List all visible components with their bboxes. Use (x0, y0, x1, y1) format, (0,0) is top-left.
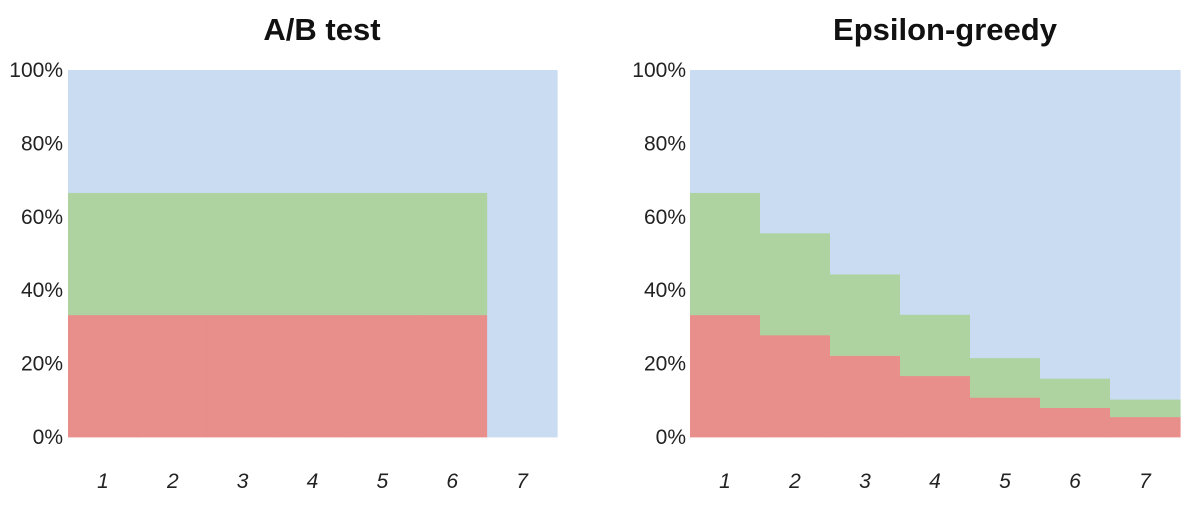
segment-series1-col3 (830, 355, 901, 438)
y-axis: 0% 20% 40% 60% 80% 100% (632, 59, 686, 449)
segment-series1-col2 (137, 314, 209, 438)
plot-area (690, 70, 1181, 438)
segment-series3-col1 (68, 70, 139, 193)
segment-series1-col1 (68, 314, 139, 438)
segment-series3-col1 (690, 70, 761, 193)
x-tick-label: 2 (788, 470, 801, 493)
x-tick-label: 7 (516, 470, 529, 493)
segment-series3-col6 (417, 70, 488, 193)
y-tick-label: 100% (632, 59, 686, 82)
y-tick-label: 80% (644, 132, 686, 155)
segment-series2-col5 (970, 357, 1041, 398)
segment-series2-col4 (900, 314, 971, 377)
segment-series3-col4 (900, 70, 971, 315)
segment-series2-col3 (830, 274, 901, 356)
segment-series2-col4 (277, 192, 349, 316)
segment-series3-col3 (207, 70, 279, 193)
segment-series1-col5 (970, 397, 1041, 438)
segment-series2-col2 (760, 232, 831, 336)
segment-series1-col6 (417, 314, 488, 438)
epsilon-greedy-chart: Epsilon-greedy 0% 20% 40% 60% 80% 100% 1 2 3 4 5 6… (600, 0, 1200, 508)
segment-series3-col5 (970, 70, 1041, 359)
y-tick-label: 0% (656, 426, 686, 449)
segment-series3-col7 (1110, 70, 1181, 400)
segment-series2-col7 (1110, 399, 1181, 418)
x-tick-label: 5 (377, 470, 389, 493)
segment-series2-col1 (690, 192, 761, 316)
y-tick-label: 80% (21, 132, 63, 155)
segment-series3-col3 (830, 70, 901, 275)
segment-series2-col2 (137, 192, 209, 316)
x-tick-label: 4 (929, 470, 941, 493)
y-tick-label: 60% (644, 206, 686, 229)
segment-series3-col7 (487, 70, 558, 438)
segment-series1-col4 (277, 314, 349, 438)
segment-series1-col2 (760, 334, 831, 438)
segment-series3-col6 (1040, 70, 1111, 379)
y-tick-label: 40% (21, 279, 63, 302)
y-tick-label: 20% (644, 353, 686, 376)
plot-area (68, 70, 558, 438)
y-tick-label: 100% (9, 59, 63, 82)
segment-series3-col4 (277, 70, 349, 193)
segment-series2-col5 (347, 192, 418, 316)
segment-series2-col1 (68, 192, 139, 316)
x-tick-label: 3 (859, 470, 871, 493)
y-tick-label: 40% (644, 279, 686, 302)
x-tick-label: 1 (719, 470, 731, 493)
epsilon-greedy-chart-svg: Epsilon-greedy 0% 20% 40% 60% 80% 100% 1 2 3 4 5 6… (632, 12, 1181, 493)
segment-series1-col7 (1110, 416, 1181, 438)
y-axis: 0% 20% 40% 60% 80% 100% (9, 59, 63, 449)
x-axis: 1 2 3 4 5 6 7 (97, 470, 529, 493)
x-tick-label: 1 (97, 470, 109, 493)
y-tick-label: 20% (21, 353, 63, 376)
segment-series1-col1 (690, 314, 761, 438)
segment-series2-col6 (1040, 378, 1111, 409)
chart-title: A/B test (263, 12, 380, 47)
segment-series3-col5 (347, 70, 418, 193)
x-axis: 1 2 3 4 5 6 7 (719, 470, 1152, 493)
segment-series1-col4 (900, 375, 971, 438)
y-tick-label: 0% (33, 426, 63, 449)
segment-series1-col6 (1040, 407, 1111, 438)
y-tick-label: 60% (21, 206, 63, 229)
segment-series3-col2 (137, 70, 209, 193)
segment-series1-col5 (347, 314, 418, 438)
x-tick-label: 6 (1069, 470, 1081, 493)
x-tick-label: 4 (307, 470, 319, 493)
segment-series1-col3 (207, 314, 279, 438)
x-tick-label: 7 (1139, 470, 1152, 493)
x-tick-label: 3 (237, 470, 249, 493)
chart-title: Epsilon-greedy (833, 12, 1058, 47)
segment-series2-col6 (417, 192, 488, 316)
ab-test-chart-svg: A/B test 0% 20% 40% 60% 80% 100% 1 2 3 4 5 6 7 (9, 12, 558, 493)
x-tick-label: 5 (999, 470, 1011, 493)
ab-test-chart: A/B test 0% 20% 40% 60% 80% 100% 1 2 3 4 5 6 7 (9, 12, 558, 493)
x-tick-label: 2 (166, 470, 179, 493)
x-tick-label: 6 (446, 470, 458, 493)
segment-series3-col2 (760, 70, 831, 234)
segment-series2-col3 (207, 192, 279, 316)
